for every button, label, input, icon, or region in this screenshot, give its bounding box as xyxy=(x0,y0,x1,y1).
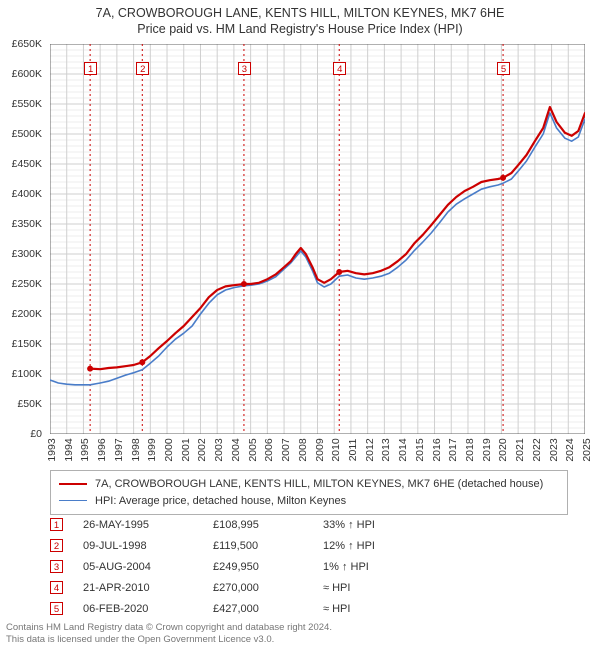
transaction-date: 26-MAY-1995 xyxy=(83,519,213,531)
x-tick-label: 2010 xyxy=(330,438,342,461)
table-row: 5 06-FEB-2020£427,000≈ HPI xyxy=(50,598,568,619)
transaction-marker: 1 xyxy=(84,62,97,75)
y-tick-label: £400K xyxy=(12,188,42,200)
x-tick-label: 2004 xyxy=(230,438,242,461)
transaction-delta: ≈ HPI xyxy=(323,582,423,594)
legend-row: HPI: Average price, detached house, Milt… xyxy=(59,493,559,510)
x-tick-label: 1999 xyxy=(146,438,158,461)
transaction-price: £270,000 xyxy=(213,582,323,594)
y-tick-label: £550K xyxy=(12,98,42,110)
x-tick-label: 2009 xyxy=(314,438,326,461)
title-line2: Price paid vs. HM Land Registry's House … xyxy=(0,22,600,38)
transaction-number: 1 xyxy=(50,518,63,531)
transaction-number: 5 xyxy=(50,602,63,615)
transaction-number: 4 xyxy=(50,581,63,594)
x-tick-label: 1993 xyxy=(46,438,58,461)
transaction-marker: 5 xyxy=(497,62,510,75)
x-tick-label: 2003 xyxy=(213,438,225,461)
x-tick-label: 2015 xyxy=(414,438,426,461)
x-tick-label: 2018 xyxy=(464,438,476,461)
footer: Contains HM Land Registry data © Crown c… xyxy=(6,622,332,646)
legend-row: 7A, CROWBOROUGH LANE, KENTS HILL, MILTON… xyxy=(59,476,559,493)
chart-area: £0£50K£100K£150K£200K£250K£300K£350K£400… xyxy=(50,44,585,434)
table-row: 2 09-JUL-1998£119,50012% ↑ HPI xyxy=(50,535,568,556)
transaction-date: 06-FEB-2020 xyxy=(83,603,213,615)
transaction-delta: 33% ↑ HPI xyxy=(323,519,423,531)
transaction-date: 09-JUL-1998 xyxy=(83,540,213,552)
x-tick-label: 2022 xyxy=(531,438,543,461)
transaction-price: £427,000 xyxy=(213,603,323,615)
x-tick-label: 2000 xyxy=(163,438,175,461)
y-tick-label: £0 xyxy=(30,428,42,440)
transaction-table: 1 26-MAY-1995£108,99533% ↑ HPI 2 09-JUL-199… xyxy=(50,514,568,619)
x-tick-label: 2006 xyxy=(263,438,275,461)
transaction-number: 2 xyxy=(50,539,63,552)
x-tick-label: 1995 xyxy=(79,438,91,461)
table-row: 4 21-APR-2010£270,000≈ HPI xyxy=(50,577,568,598)
x-tick-label: 2021 xyxy=(514,438,526,461)
table-row: 3 05-AUG-2004£249,9501% ↑ HPI xyxy=(50,556,568,577)
y-tick-label: £200K xyxy=(12,308,42,320)
x-tick-label: 1996 xyxy=(96,438,108,461)
transaction-delta: 1% ↑ HPI xyxy=(323,561,423,573)
y-tick-label: £350K xyxy=(12,218,42,230)
legend-label: 7A, CROWBOROUGH LANE, KENTS HILL, MILTON… xyxy=(95,476,543,493)
table-row: 1 26-MAY-1995£108,99533% ↑ HPI xyxy=(50,514,568,535)
x-tick-label: 2012 xyxy=(364,438,376,461)
y-tick-label: £50K xyxy=(17,398,42,410)
y-tick-label: £300K xyxy=(12,248,42,260)
title-block: 7A, CROWBOROUGH LANE, KENTS HILL, MILTON… xyxy=(0,0,600,37)
legend-swatch xyxy=(59,500,87,501)
x-tick-label: 2002 xyxy=(196,438,208,461)
y-tick-label: £650K xyxy=(12,38,42,50)
y-tick-label: £150K xyxy=(12,338,42,350)
y-tick-label: £600K xyxy=(12,68,42,80)
footer-line2: This data is licensed under the Open Gov… xyxy=(6,634,332,646)
x-tick-label: 2023 xyxy=(548,438,560,461)
x-tick-label: 2014 xyxy=(397,438,409,461)
x-tick-label: 2005 xyxy=(247,438,259,461)
x-tick-label: 2008 xyxy=(297,438,309,461)
figure-container: 7A, CROWBOROUGH LANE, KENTS HILL, MILTON… xyxy=(0,0,600,650)
x-tick-label: 2025 xyxy=(581,438,593,461)
transaction-marker: 2 xyxy=(136,62,149,75)
transaction-marker: 3 xyxy=(238,62,251,75)
x-tick-label: 2001 xyxy=(180,438,192,461)
x-tick-label: 2020 xyxy=(497,438,509,461)
x-tick-label: 1997 xyxy=(113,438,125,461)
transaction-price: £119,500 xyxy=(213,540,323,552)
x-tick-label: 2007 xyxy=(280,438,292,461)
x-tick-label: 1994 xyxy=(63,438,75,461)
transaction-marker: 4 xyxy=(333,62,346,75)
x-tick-label: 2013 xyxy=(380,438,392,461)
transaction-price: £108,995 xyxy=(213,519,323,531)
x-tick-label: 2016 xyxy=(431,438,443,461)
chart-svg xyxy=(50,44,585,434)
transaction-price: £249,950 xyxy=(213,561,323,573)
y-tick-label: £450K xyxy=(12,158,42,170)
y-tick-label: £100K xyxy=(12,368,42,380)
legend-swatch xyxy=(59,483,87,485)
transaction-date: 05-AUG-2004 xyxy=(83,561,213,573)
y-tick-label: £500K xyxy=(12,128,42,140)
transaction-number: 3 xyxy=(50,560,63,573)
y-axis-labels: £0£50K£100K£150K£200K£250K£300K£350K£400… xyxy=(0,44,46,434)
transaction-delta: 12% ↑ HPI xyxy=(323,540,423,552)
footer-line1: Contains HM Land Registry data © Crown c… xyxy=(6,622,332,634)
transaction-date: 21-APR-2010 xyxy=(83,582,213,594)
x-tick-label: 2017 xyxy=(447,438,459,461)
x-tick-label: 1998 xyxy=(130,438,142,461)
x-tick-label: 2011 xyxy=(347,439,359,462)
x-tick-label: 2019 xyxy=(481,438,493,461)
x-tick-label: 2024 xyxy=(564,438,576,461)
y-tick-label: £250K xyxy=(12,278,42,290)
transaction-delta: ≈ HPI xyxy=(323,603,423,615)
legend-label: HPI: Average price, detached house, Milt… xyxy=(95,493,346,510)
legend: 7A, CROWBOROUGH LANE, KENTS HILL, MILTON… xyxy=(50,470,568,515)
title-line1: 7A, CROWBOROUGH LANE, KENTS HILL, MILTON… xyxy=(0,6,600,22)
